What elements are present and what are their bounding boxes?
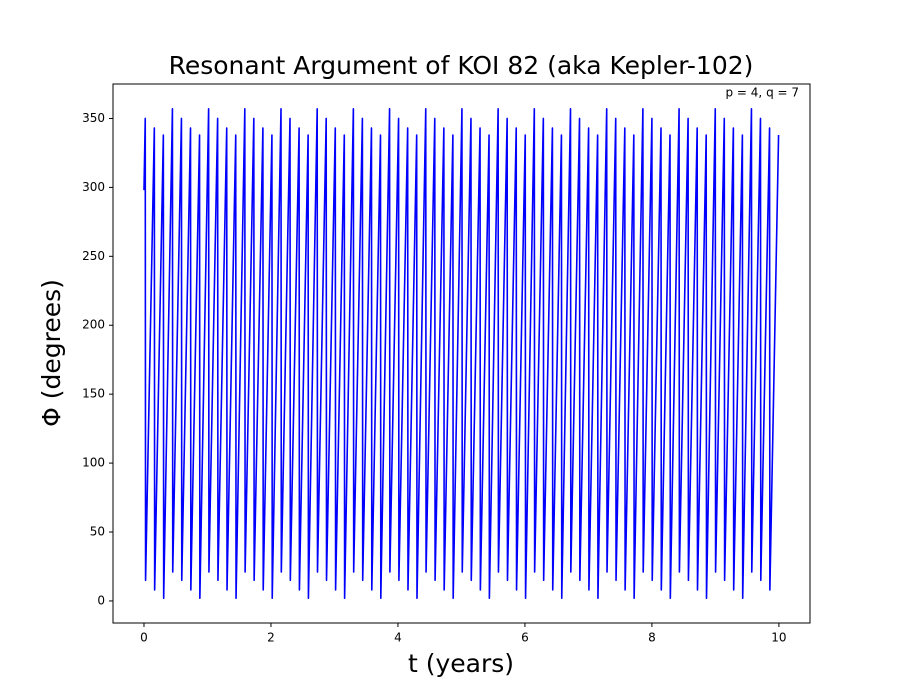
x-tick-label: 10 — [771, 631, 786, 645]
x-axis-label: t (years) — [408, 649, 514, 678]
y-axis-label: Φ (degrees) — [37, 279, 66, 427]
x-tick-label: 8 — [648, 631, 656, 645]
data-line — [143, 108, 780, 599]
y-tick-label: 100 — [82, 456, 105, 470]
x-tick-label: 0 — [140, 631, 148, 645]
x-tick-label: 2 — [267, 631, 275, 645]
y-tick-label: 300 — [82, 180, 105, 194]
y-tick-label: 350 — [82, 111, 105, 125]
plot-frame — [112, 83, 811, 624]
y-tick-label: 250 — [82, 249, 105, 263]
annotation: p = 4, q = 7 — [726, 86, 800, 100]
x-tick-label: 4 — [394, 631, 402, 645]
y-tick-label: 150 — [82, 387, 105, 401]
x-tick-label: 6 — [521, 631, 529, 645]
chart-title: Resonant Argument of KOI 82 (aka Kepler-… — [169, 51, 754, 80]
y-tick-label: 50 — [90, 525, 105, 539]
y-tick-label: 200 — [82, 318, 105, 332]
y-tick-label: 0 — [97, 593, 105, 607]
